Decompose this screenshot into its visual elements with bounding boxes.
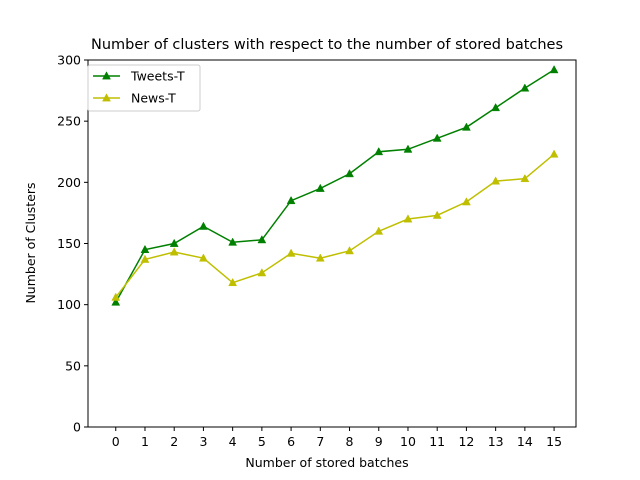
data-point — [169, 238, 179, 247]
data-point — [199, 253, 208, 262]
legend-marker — [102, 93, 111, 102]
data-point — [549, 65, 559, 74]
data-point — [257, 268, 267, 277]
series-layer — [111, 65, 559, 306]
y-tick-label: 100 — [57, 297, 81, 312]
data-point — [345, 169, 354, 178]
x-tick-label: 13 — [488, 434, 504, 449]
legend-entry: News-T — [93, 91, 176, 106]
data-point — [520, 83, 530, 92]
y-tick-label: 200 — [57, 175, 81, 190]
data-point — [111, 297, 121, 306]
legend: Tweets-T News-T — [87, 64, 201, 112]
y-tick-label: 50 — [65, 358, 81, 373]
data-point — [374, 226, 384, 235]
y-tick-label: 0 — [73, 420, 81, 435]
data-point — [111, 292, 121, 301]
y-axis-label: Number of Clusters — [23, 182, 38, 303]
data-point — [403, 144, 413, 153]
data-point — [432, 133, 442, 142]
x-tick-label: 6 — [287, 434, 295, 449]
x-tick-label: 10 — [400, 434, 416, 449]
series-news-t — [111, 149, 559, 301]
x-tick-label: 12 — [458, 434, 474, 449]
data-point — [432, 210, 442, 219]
data-point — [462, 122, 471, 131]
data-point — [315, 253, 325, 262]
data-point — [315, 183, 325, 192]
x-tick-label: 14 — [517, 434, 533, 449]
x-tick-label: 3 — [199, 434, 207, 449]
series-tweets-t — [111, 65, 559, 306]
data-point — [286, 248, 296, 257]
x-tick-label: 15 — [546, 434, 562, 449]
data-point — [169, 247, 179, 256]
series-line — [115, 153, 555, 298]
data-point — [520, 173, 530, 183]
data-point — [491, 102, 501, 112]
y-axis: 0 50 100 150 200 250 300 — [57, 53, 88, 435]
data-point — [374, 147, 384, 156]
series-line — [115, 69, 555, 303]
legend-label: News-T — [131, 91, 176, 106]
x-tick-label: 2 — [170, 434, 178, 449]
data-point — [491, 176, 501, 185]
data-point — [140, 254, 150, 263]
data-point — [345, 246, 354, 255]
data-point — [140, 244, 150, 254]
x-tick-label: 8 — [346, 434, 354, 449]
data-point — [199, 221, 208, 230]
x-tick-label: 5 — [258, 434, 266, 449]
x-tick-label: 1 — [141, 434, 149, 449]
x-tick-label: 7 — [316, 434, 324, 449]
x-axis: 0 1 2 3 4 5 6 7 8 9 10 11 12 13 14 15 — [112, 427, 562, 449]
chart-title: Number of clusters with respect to the n… — [91, 37, 563, 53]
y-tick-label: 300 — [57, 53, 81, 68]
legend-entry: Tweets-T — [93, 69, 185, 84]
y-tick-label: 150 — [57, 236, 81, 251]
x-tick-label: 11 — [429, 434, 445, 449]
y-tick-label: 250 — [57, 114, 81, 129]
data-point — [257, 235, 267, 244]
plot-area — [87, 59, 577, 428]
x-tick-label: 9 — [375, 434, 383, 449]
x-tick-label: 4 — [229, 434, 237, 449]
x-tick-label: 0 — [112, 434, 120, 449]
data-point — [403, 214, 413, 223]
legend-label: Tweets-T — [130, 69, 185, 84]
data-point — [228, 237, 238, 246]
data-point — [549, 149, 559, 158]
data-point — [462, 197, 471, 206]
x-axis-label: Number of stored batches — [245, 455, 408, 470]
data-point — [286, 195, 296, 205]
legend-marker — [102, 71, 111, 80]
data-point — [228, 277, 238, 287]
